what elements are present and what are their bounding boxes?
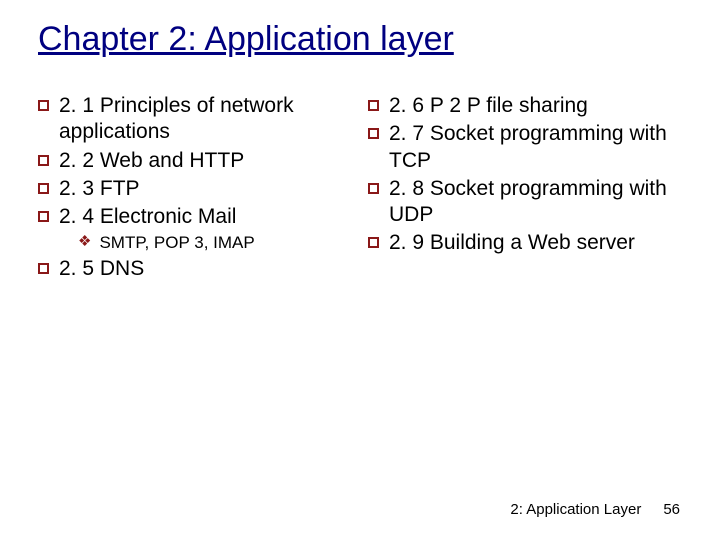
page-number: 56	[663, 501, 680, 518]
slide: Chapter 2: Application layer 2. 1 Princi…	[0, 0, 720, 540]
diamond-bullet-icon: ❖	[78, 233, 91, 252]
square-bullet-icon	[38, 100, 49, 111]
item-text: 2. 4 Electronic Mail	[59, 204, 350, 230]
sub-item-text: SMTP, POP 3, IMAP	[99, 232, 254, 253]
sub-list-item: ❖ SMTP, POP 3, IMAP	[78, 232, 350, 253]
square-bullet-icon	[368, 183, 379, 194]
square-bullet-icon	[38, 183, 49, 194]
list-item: 2. 6 P 2 P file sharing	[368, 93, 680, 119]
list-item: 2. 3 FTP	[38, 176, 350, 202]
item-text: 2. 2 Web and HTTP	[59, 148, 350, 174]
square-bullet-icon	[368, 237, 379, 248]
list-item: 2. 7 Socket programming with TCP	[368, 121, 680, 174]
right-column: 2. 6 P 2 P file sharing 2. 7 Socket prog…	[368, 93, 680, 284]
left-column: 2. 1 Principles of network applications …	[38, 93, 350, 284]
list-item: 2. 5 DNS	[38, 256, 350, 282]
item-text: 2. 6 P 2 P file sharing	[389, 93, 680, 119]
list-item: 2. 8 Socket programming with UDP	[368, 176, 680, 229]
footer-label: 2: Application Layer	[510, 501, 641, 518]
item-text: 2. 3 FTP	[59, 176, 350, 202]
item-text: 2. 8 Socket programming with UDP	[389, 176, 680, 229]
item-text: 2. 9 Building a Web server	[389, 230, 680, 256]
square-bullet-icon	[38, 211, 49, 222]
square-bullet-icon	[368, 128, 379, 139]
list-item: 2. 4 Electronic Mail	[38, 204, 350, 230]
slide-footer: 2: Application Layer 56	[510, 501, 680, 518]
item-text: 2. 7 Socket programming with TCP	[389, 121, 680, 174]
item-text: 2. 5 DNS	[59, 256, 350, 282]
slide-title: Chapter 2: Application layer	[38, 20, 680, 59]
square-bullet-icon	[368, 100, 379, 111]
list-item: 2. 1 Principles of network applications	[38, 93, 350, 146]
square-bullet-icon	[38, 155, 49, 166]
list-item: 2. 9 Building a Web server	[368, 230, 680, 256]
content-columns: 2. 1 Principles of network applications …	[38, 93, 680, 284]
list-item: 2. 2 Web and HTTP	[38, 148, 350, 174]
square-bullet-icon	[38, 263, 49, 274]
item-text: 2. 1 Principles of network applications	[59, 93, 350, 146]
